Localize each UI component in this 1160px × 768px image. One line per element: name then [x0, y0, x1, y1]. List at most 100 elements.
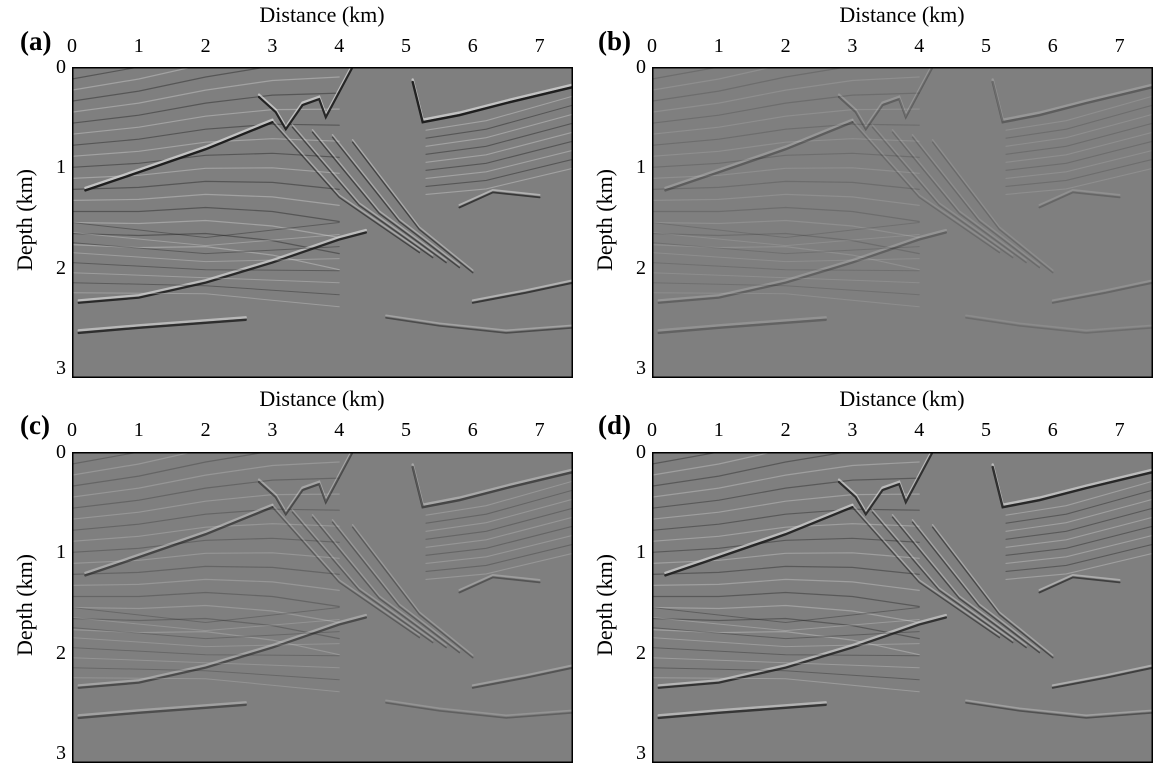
layer-line: [652, 272, 920, 284]
panel-label: (c): [20, 410, 50, 440]
x-tick-label: 1: [713, 419, 724, 441]
fault-trace: [331, 136, 461, 269]
fault-trace: [931, 141, 1054, 274]
seismic-image: [652, 452, 1153, 763]
layer-line: [425, 131, 573, 163]
basement-reflector: [458, 576, 541, 594]
fault-trace-light: [871, 124, 1014, 256]
layer-line: [652, 461, 920, 498]
layer-line: [425, 552, 573, 580]
layer-line: [652, 232, 920, 255]
layer-line: [1005, 122, 1153, 155]
basement-reflector-light: [965, 699, 1153, 717]
layer-line: [425, 543, 573, 572]
y-axis-title: Depth (km): [592, 168, 617, 272]
panel-label: (a): [20, 26, 52, 56]
layer-line: [1005, 516, 1153, 548]
basement-reflector: [1038, 191, 1121, 209]
fault-trace-light: [911, 134, 1041, 266]
basement-reflector-light: [1038, 573, 1121, 591]
layer-line: [652, 282, 920, 296]
x-tick-label: 4: [914, 419, 925, 441]
fault-trace-light: [331, 134, 461, 266]
x-tick-label: 3: [267, 35, 278, 57]
layer-line: [72, 493, 340, 520]
layer-line: [1005, 489, 1153, 524]
basement-reflector: [385, 317, 573, 334]
layer-line: [72, 232, 340, 255]
y-tick-label: 1: [636, 156, 646, 179]
basement-reflector-light: [458, 573, 541, 591]
main-horizon: [664, 121, 854, 192]
layer-line: [652, 67, 722, 80]
layer-line: [652, 591, 920, 608]
basement-reflector-light: [657, 316, 827, 332]
layer-line: [72, 67, 195, 91]
v-structure: [257, 67, 354, 132]
panel-label: (b): [598, 26, 631, 56]
y-axis-title: Depth (km): [12, 553, 37, 657]
x-tick-label: 4: [334, 419, 345, 441]
layer-line: [72, 537, 340, 553]
basement-reflector: [77, 703, 247, 720]
x-tick-label: 6: [1047, 35, 1058, 57]
layer-line: [652, 647, 920, 657]
layer-line: [652, 617, 920, 632]
x-tick-label: 7: [534, 35, 545, 57]
x-tick-label: 2: [780, 419, 791, 441]
plot-frame: [652, 452, 1153, 763]
main-horizon-light: [84, 118, 274, 190]
panel-label: (d): [598, 410, 631, 440]
y-tick-label: 0: [636, 441, 646, 463]
layer-line: [72, 219, 340, 239]
layer-line: [72, 477, 340, 509]
layer-line: [72, 222, 340, 239]
layer-line: [652, 67, 775, 91]
fault-trace-light: [311, 514, 447, 646]
x-tick-label: 0: [67, 419, 77, 441]
layer-line: [1005, 113, 1153, 147]
fault-trace: [871, 511, 1014, 644]
y-tick-label: 2: [56, 256, 66, 279]
x-tick-label: 7: [1114, 419, 1125, 441]
v-structure: [257, 452, 354, 517]
basement-reflector: [657, 703, 827, 720]
basement-reflector: [657, 318, 827, 335]
layer-line: [72, 607, 340, 624]
layer-line: [72, 657, 340, 669]
layer-line: [72, 461, 340, 498]
y-tick-label: 2: [636, 641, 646, 664]
x-tick-label: 3: [847, 35, 858, 57]
basement-reflector: [471, 666, 573, 689]
x-tick-label: 2: [780, 35, 791, 57]
layer-line: [652, 629, 920, 656]
fault-trace: [871, 126, 1014, 259]
y-tick-label: 0: [636, 56, 646, 78]
fault-trace: [931, 526, 1054, 659]
fault-trace: [291, 126, 434, 259]
layer-line: [72, 552, 340, 564]
layer-line: [72, 272, 340, 284]
right-horizon: [991, 80, 1153, 124]
layer-line: [1005, 104, 1153, 139]
x-tick-label: 1: [133, 419, 144, 441]
layer-line: [652, 222, 920, 239]
main-horizon-light: [84, 503, 274, 575]
fault-trace-light: [851, 119, 1001, 251]
basement-reflector-light: [385, 699, 573, 717]
v-structure: [837, 452, 934, 517]
layer-line: [652, 578, 920, 591]
basement-reflector-light: [657, 701, 827, 717]
x-tick-label: 3: [267, 419, 278, 441]
fault-trace: [311, 516, 447, 649]
x-tick-label: 5: [981, 419, 991, 441]
layer-line: [72, 523, 340, 542]
basement-reflector: [471, 281, 573, 304]
main-horizon-light: [664, 503, 854, 575]
deep-horizon-light: [657, 613, 947, 687]
layer-line: [425, 104, 573, 139]
layer-line: [652, 76, 920, 113]
layer-line: [652, 537, 920, 553]
fault-trace-light: [931, 139, 1054, 271]
layer-line: [425, 167, 573, 195]
